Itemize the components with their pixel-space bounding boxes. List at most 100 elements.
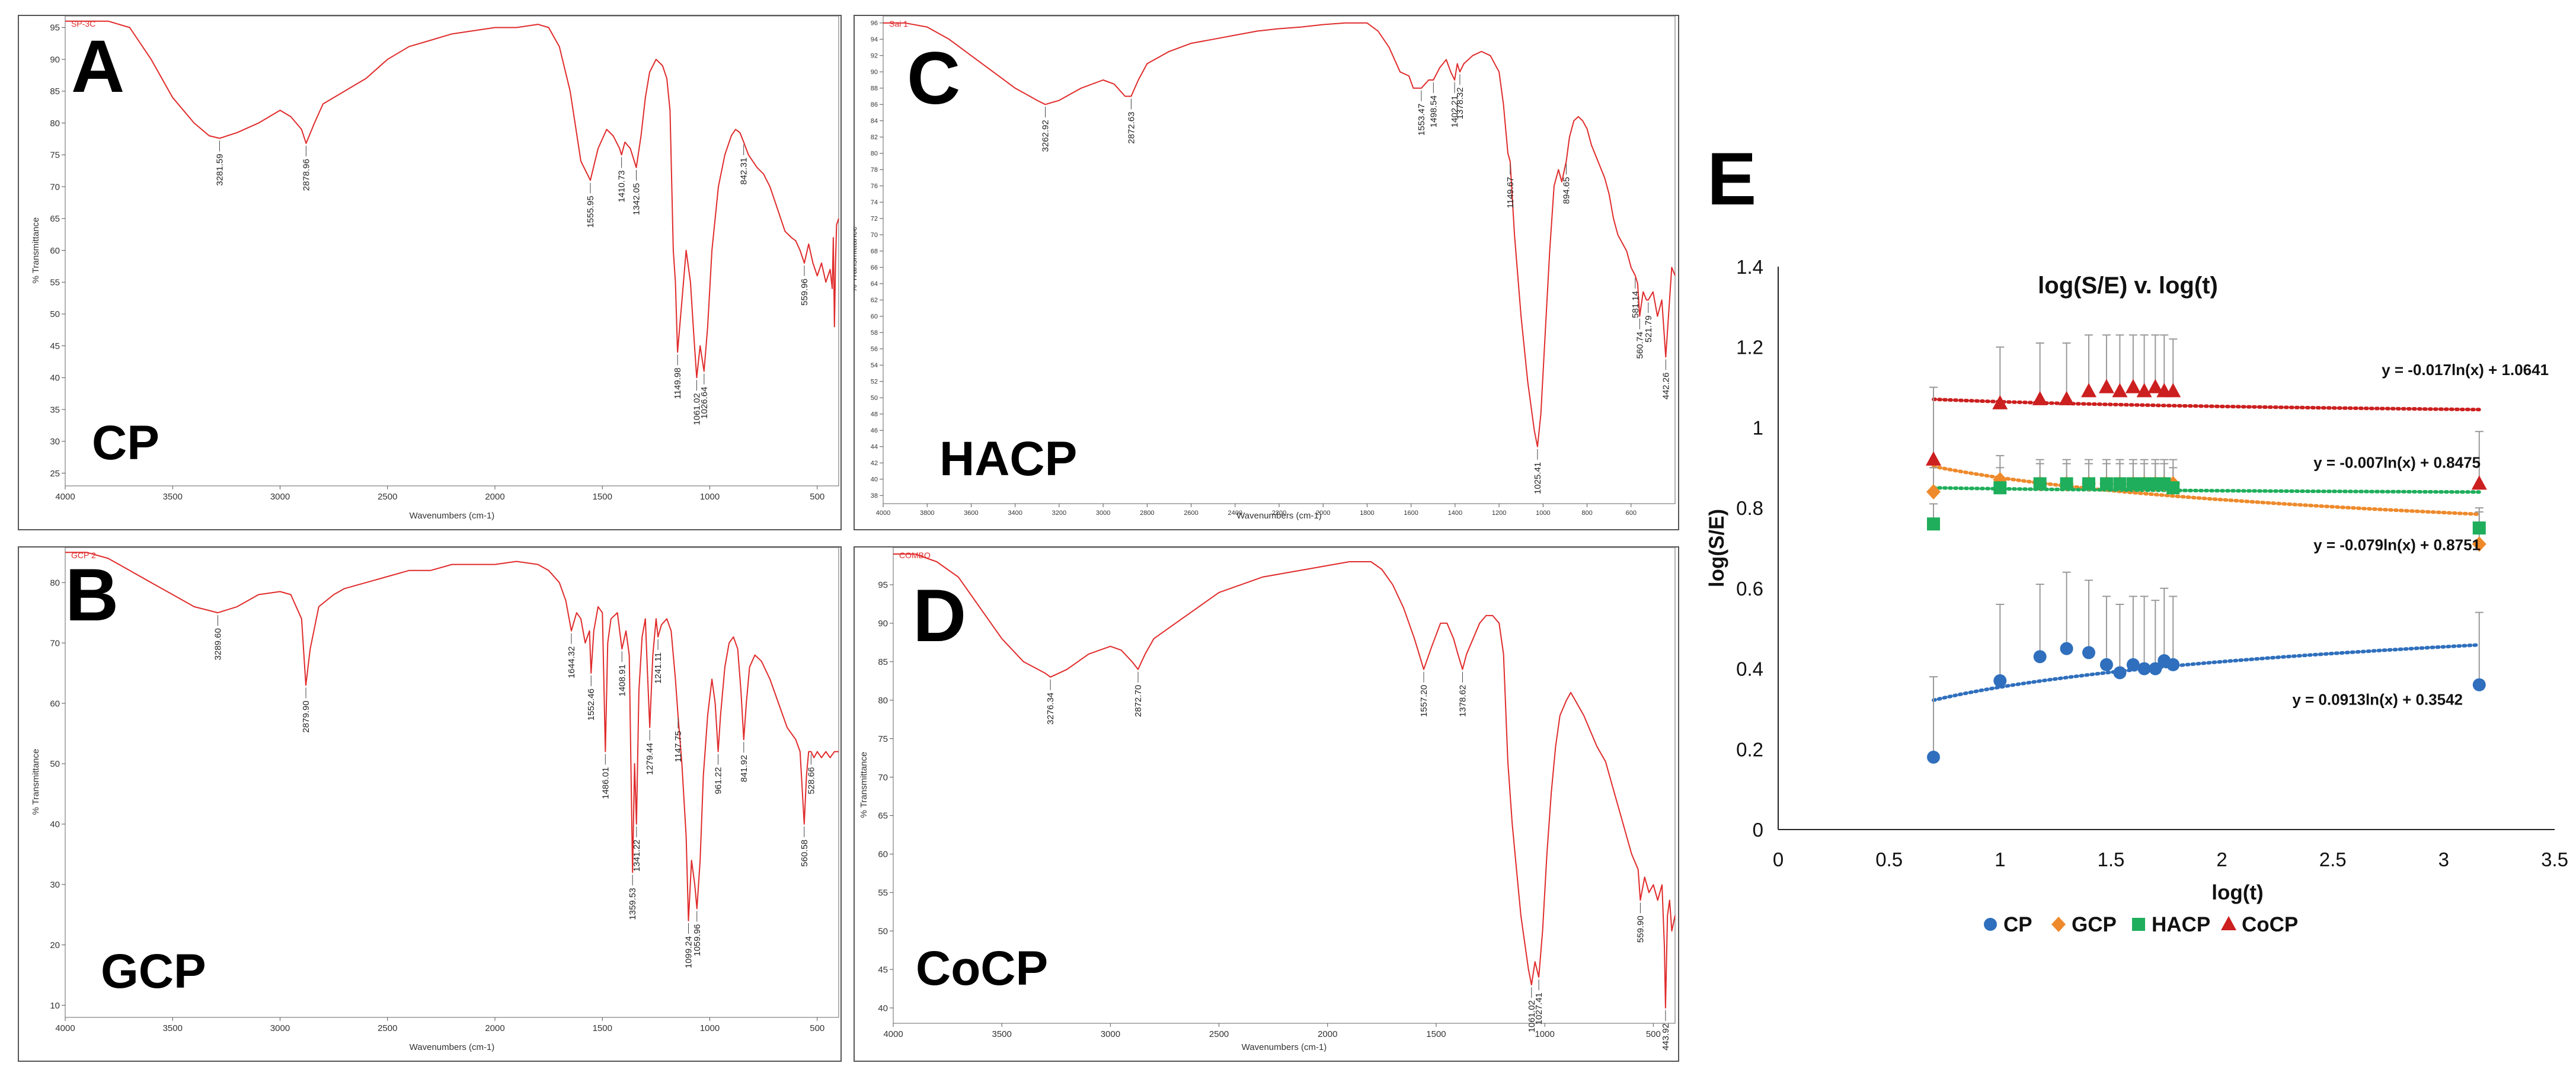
ir-spectrum-line [893, 553, 1676, 1008]
x-tick-label: 3 [2438, 849, 2449, 870]
y-tick-label: 78 [871, 167, 878, 174]
x-tick-label: 800 [1581, 510, 1592, 517]
y-tick-label: 0 [1753, 819, 1763, 841]
x-tick-label: 2.5 [2319, 849, 2347, 870]
trendline-equation: y = -0.079ln(x) + 0.8751 [2313, 536, 2481, 553]
data-point-cocp [2081, 383, 2096, 398]
y-tick-label: 92 [871, 53, 878, 60]
trendline-equation: y = -0.007ln(x) + 0.8475 [2313, 453, 2481, 471]
data-point-cocp [2032, 390, 2048, 405]
x-tick-label: 3600 [964, 510, 978, 517]
y-tick-label: 60 [50, 246, 60, 256]
panel-border [854, 546, 1679, 1062]
ir-spectrum-b-chart: 10 20 30 40 50 60 70 80 4000 3500 3000 2500 2000 1500… [18, 546, 842, 1062]
data-point-cocp [1926, 451, 1941, 466]
peak-label: 2872.63 [1126, 112, 1136, 144]
data-point-cocp [2147, 379, 2163, 393]
data-point-cocp [2112, 383, 2128, 398]
peak-label: 841.92 [739, 755, 749, 782]
peak-label: 1644.32 [567, 646, 577, 678]
data-point-cocp [2165, 383, 2181, 398]
y-tick-label: 56 [871, 346, 878, 353]
peak-label: 560.58 [800, 840, 810, 867]
peak-label: 521.79 [1644, 315, 1654, 342]
x-tick-label: 1 [1995, 849, 2005, 870]
y-tick-label: 25 [50, 469, 60, 479]
sample-name: CoCP [916, 942, 1048, 995]
legend-marker-cocp [2221, 916, 2236, 930]
y-tick-label: 44 [871, 444, 878, 451]
peak-label: 1149.98 [673, 367, 683, 399]
x-tick-label: 3000 [1096, 510, 1110, 517]
y-tick-label: 65 [50, 214, 60, 224]
y-tick-label: 52 [871, 379, 878, 386]
x-tick-label: 2800 [1140, 510, 1154, 517]
ir-panel-b: 10 20 30 40 50 60 70 80 4000 3500 3000 2500 2000 1500… [18, 546, 842, 1062]
x-tick-label: 2000 [1318, 1029, 1337, 1039]
y-tick-label: 74 [871, 199, 878, 206]
x-tick-label: 3.5 [2541, 849, 2568, 870]
ir-panel-a: 25 30 35 40 45 50 55 60 65 70 75 80 85 90 95 4000 3500 30… [18, 15, 842, 530]
peak-label: 2878.96 [301, 159, 311, 191]
legend-marker-hacp [2132, 918, 2145, 931]
peak-label: 560.74 [1635, 332, 1645, 359]
x-tick-label: 1.5 [2097, 849, 2124, 870]
y-tick-label: 95 [50, 23, 60, 33]
peak-label: 528.66 [806, 767, 816, 795]
panel-border [18, 546, 842, 1062]
x-tick-label: 2500 [1209, 1029, 1229, 1039]
peak-label: 559.96 [800, 278, 810, 306]
y-tick-label: 0.4 [1736, 658, 1763, 680]
peak-label: 443.92 [1661, 1023, 1671, 1051]
data-point-cp [1993, 674, 2007, 687]
data-point-cp [2149, 662, 2162, 675]
y-tick-label: 70 [871, 232, 878, 239]
data-point-hacp [2137, 477, 2151, 491]
y-tick-label: 80 [50, 119, 60, 129]
sample-tag: Sai 1 [889, 19, 908, 28]
x-tick-label: 2600 [1184, 510, 1198, 517]
data-point-hacp [1927, 517, 1940, 531]
trendline-equation: y = 0.0913ln(x) + 0.3542 [2292, 691, 2463, 709]
y-tick-label: 45 [50, 341, 60, 351]
panel-letter: A [71, 25, 124, 108]
x-tick-label: 3500 [163, 1023, 183, 1033]
data-point-hacp [2099, 477, 2113, 491]
y-tick-label: 0.6 [1736, 578, 1763, 600]
peak-label: 1059.96 [692, 924, 702, 956]
y-tick-label: 30 [50, 880, 60, 890]
data-point-hacp [2082, 477, 2095, 491]
plot-frame [883, 15, 1676, 504]
ir-panel-d: 40 45 50 55 60 65 70 75 80 85 90 95 4000 3500 3000 2500… [854, 546, 1679, 1062]
panel-letter: D [913, 575, 966, 657]
y-tick-label: 64 [871, 281, 878, 288]
data-point-hacp [2113, 477, 2127, 491]
y-tick-label: 60 [878, 850, 888, 860]
y-tick-label: 82 [871, 134, 878, 141]
peak-label: 1279.44 [645, 743, 655, 775]
y-axis-label: % Transmittance [854, 226, 859, 293]
y-tick-label: 38 [871, 492, 878, 500]
y-tick-label: 40 [50, 373, 60, 383]
x-axis-label: Wavenumbers (cm-1) [1236, 511, 1322, 521]
y-axis-label: % Transmittance [859, 752, 869, 818]
peak-label: 842.31 [739, 158, 749, 185]
panel-letter: B [65, 554, 119, 636]
x-tick-label: 2500 [378, 1023, 397, 1033]
legend-label: CoCP [2242, 913, 2298, 936]
peak-label: 1149.67 [1506, 177, 1516, 209]
sample-name: HACP [939, 432, 1077, 486]
x-tick-label: 0 [1773, 849, 1784, 870]
data-point-hacp [2033, 477, 2047, 491]
y-tick-label: 50 [50, 759, 60, 769]
y-tick-label: 80 [878, 696, 888, 706]
peak-label: 2872.70 [1133, 685, 1143, 717]
x-tick-label: 1800 [1360, 510, 1374, 517]
y-tick-label: 35 [50, 405, 60, 415]
y-tick-label: 75 [50, 151, 60, 161]
data-point-cp [2113, 666, 2127, 680]
sample-name: CP [92, 416, 159, 470]
ir-panel-c: 38 40 42 44 46 48 50 52 54 56 58 60 62 64 66 68 70 72 74 76… [849, 15, 1679, 530]
y-tick-label: 76 [871, 183, 878, 190]
y-tick-label: 60 [871, 313, 878, 321]
